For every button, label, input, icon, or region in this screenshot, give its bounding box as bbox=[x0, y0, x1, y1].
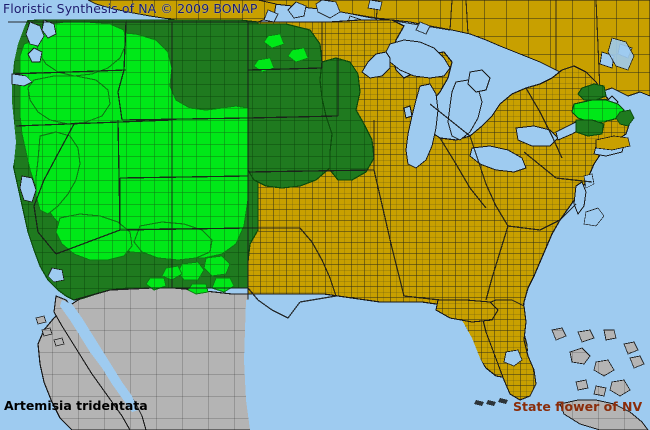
region-cuba bbox=[559, 399, 649, 430]
lake-michigan bbox=[405, 83, 439, 169]
state-flower-note: State flower of NV bbox=[513, 399, 643, 414]
species-name-label: Artemisia tridentata bbox=[4, 398, 148, 413]
state-vermont-nh-present bbox=[577, 83, 607, 101]
great-lakes bbox=[361, 39, 625, 216]
region-western-us-present bbox=[3, 19, 375, 301]
lake-ontario bbox=[515, 125, 559, 147]
atlantic-coast-detail bbox=[540, 135, 631, 332]
map-title: Floristic Synthesis of NA © 2009 BONAP bbox=[3, 1, 258, 16]
region-bahamas bbox=[551, 327, 645, 397]
region-new-england-present bbox=[571, 83, 635, 137]
region-canada bbox=[87, 0, 650, 97]
florida-peninsula bbox=[435, 299, 537, 406]
state-connecticut-present bbox=[575, 119, 605, 137]
lake-erie bbox=[469, 145, 527, 173]
gulf-atlantic-water bbox=[244, 296, 560, 430]
pacific-coast-water bbox=[0, 0, 65, 300]
state-boundaries bbox=[8, 21, 593, 319]
